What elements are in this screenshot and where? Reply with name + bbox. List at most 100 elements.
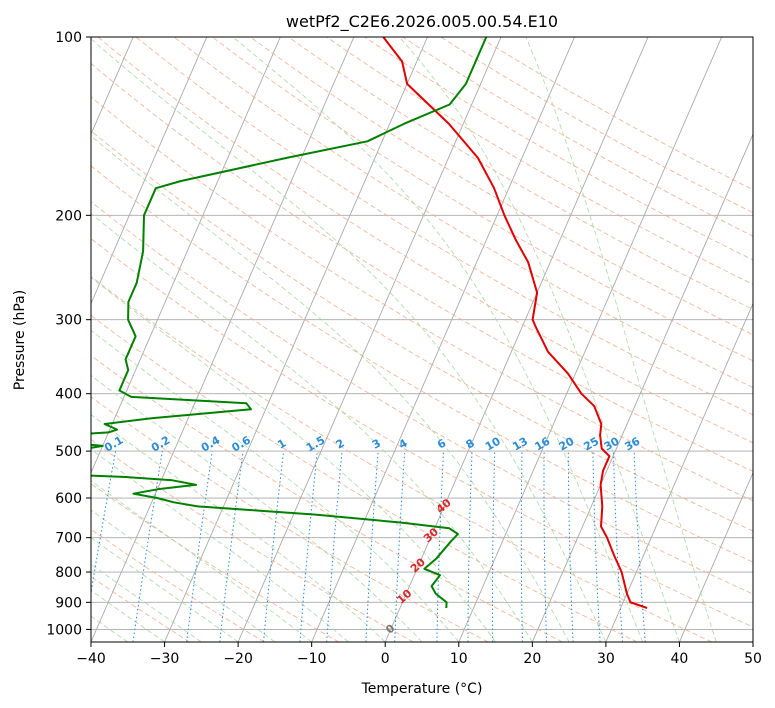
- moist-adiabat-line: [91, 38, 607, 642]
- y-tick-label: 200: [55, 208, 82, 224]
- isotherm-line: [91, 37, 208, 305]
- dry-adiabat-line: [173, 37, 753, 389]
- y-tick-label: 700: [55, 531, 82, 547]
- dry-adiabat-line: [91, 314, 638, 642]
- isotherm-line: [531, 133, 753, 642]
- y-tick-label: 100: [55, 30, 82, 46]
- dry-adiabat-line: [91, 439, 414, 642]
- mixing-ratio-line: [492, 451, 496, 642]
- moist-adiabat-line: [398, 37, 680, 642]
- dry-adiabat-label: 10: [394, 587, 414, 607]
- isotherm-line: [91, 37, 355, 642]
- x-tick-label: 0: [381, 651, 390, 667]
- plot-frame: [90, 36, 754, 643]
- temperature-profile-line: [382, 37, 648, 609]
- isotherm-line: [679, 471, 753, 642]
- x-tick-label: 20: [523, 651, 541, 667]
- isotherm-line: [605, 302, 753, 642]
- y-axis-label: Pressure (hPa): [12, 290, 28, 390]
- y-axis: 100 200 300 400 500 600 700 800 900 1000: [46, 30, 91, 638]
- moist-adiabat-line: [525, 37, 717, 642]
- mixing-ratio-label: 3: [370, 437, 383, 452]
- isotherm-line: [458, 37, 723, 642]
- mixing-ratio-label: 4: [396, 436, 409, 451]
- mixing-ratio-line: [132, 451, 163, 642]
- dry-adiabat-line: [91, 165, 753, 563]
- moist-adiabat-line: [91, 589, 165, 642]
- dry-adiabat-line: [91, 238, 753, 628]
- dry-adiabat-line: [91, 130, 753, 532]
- mixing-ratio-line: [299, 451, 318, 642]
- dry-adiabat-line: [440, 37, 753, 214]
- x-tick-label: −20: [223, 651, 253, 667]
- x-tick-label: −10: [297, 651, 327, 667]
- mixing-ratio-line: [633, 451, 646, 642]
- sounding-lines: [91, 37, 648, 609]
- dry-adiabat-line: [97, 37, 753, 444]
- y-tick-label: 800: [55, 565, 82, 581]
- dry-adiabat-line: [91, 528, 265, 642]
- moist-adiabat-line: [91, 374, 423, 642]
- mixing-ratio-label: 1: [275, 437, 288, 452]
- dewpoint-profile-line: [91, 37, 488, 609]
- dry-adiabat-line: [91, 275, 712, 642]
- moist-adiabat-line: [91, 213, 533, 642]
- dry-adiabat-line: [135, 37, 753, 416]
- dry-adiabat-line: [91, 96, 753, 502]
- isotherm-line: [237, 37, 502, 642]
- mixing-ratio-line: [592, 451, 601, 642]
- x-tick-label: 50: [744, 651, 762, 667]
- x-tick-label: −40: [76, 651, 106, 667]
- dry-adiabat-label: 40: [434, 496, 454, 516]
- dry-adiabat-line: [91, 396, 489, 642]
- x-tick-label: 10: [450, 651, 468, 667]
- mixing-ratio-line: [263, 451, 285, 642]
- dry-adiabat-line: [212, 37, 753, 362]
- y-tick-label: 600: [55, 491, 82, 507]
- moist-adiabat-line: [91, 276, 496, 642]
- moist-adiabat-line: [91, 563, 202, 642]
- dry-adiabat-line: [326, 37, 753, 285]
- mixing-ratio-line: [436, 451, 444, 642]
- y-tick-label: 1000: [46, 622, 82, 638]
- moist-adiabat-line: [91, 135, 570, 642]
- dry-adiabat-line: [364, 37, 753, 261]
- dry-adiabat-line: [250, 37, 753, 336]
- isotherm-line: [0, 37, 60, 642]
- moist-adiabat-line: [91, 414, 386, 642]
- isotherm-line: [311, 37, 575, 642]
- mixing-ratio-line: [91, 451, 117, 596]
- mixing-ratio-line: [186, 451, 213, 642]
- dry-adiabat-line: [288, 37, 753, 310]
- chart-title: wetPf2_C2E6.2026.005.00.54.E10: [286, 12, 558, 32]
- x-tick-label: 30: [597, 651, 615, 667]
- moist-adiabat-line: [91, 448, 349, 642]
- isotherm-line: [384, 37, 649, 642]
- plot-area: 0.1 0.2 0.4 0.6 1 1.5 2 3 4 6 8 10 13 16 20 25 30 3601020…: [0, 37, 753, 642]
- moist-adiabat-line: [91, 480, 312, 642]
- y-tick-label: 500: [55, 444, 82, 460]
- y-tick-label: 900: [55, 595, 82, 611]
- y-tick-label: 400: [55, 387, 82, 403]
- mixing-ratio-label: 6: [435, 436, 448, 451]
- dry-adiabat-line: [91, 483, 340, 642]
- moist-adiabat-line: [232, 37, 644, 642]
- dry-adiabat-line: [91, 62, 753, 472]
- x-axis-label: Temperature (°C): [361, 681, 483, 697]
- dry-adiabat-line: [91, 354, 563, 642]
- mixing-ratio-line: [567, 451, 574, 642]
- dry-adiabat-line: [91, 576, 190, 642]
- mixing-ratio-line: [219, 451, 244, 642]
- background-lines: [0, 37, 753, 642]
- x-tick-label: −30: [150, 651, 180, 667]
- isotherm-line: [91, 37, 281, 474]
- x-axis: −40 −30 −20 −10 0 10 20 30 40 50: [76, 642, 762, 667]
- y-tick-label: 300: [55, 313, 82, 329]
- isotherm-line: [164, 37, 428, 642]
- mixing-ratio-label: 2: [334, 437, 347, 452]
- dry-adiabat-line: [91, 201, 753, 595]
- moist-adiabat-line: [91, 509, 276, 642]
- mixing-ratio-line: [326, 451, 343, 642]
- isotherm-line: [752, 640, 753, 642]
